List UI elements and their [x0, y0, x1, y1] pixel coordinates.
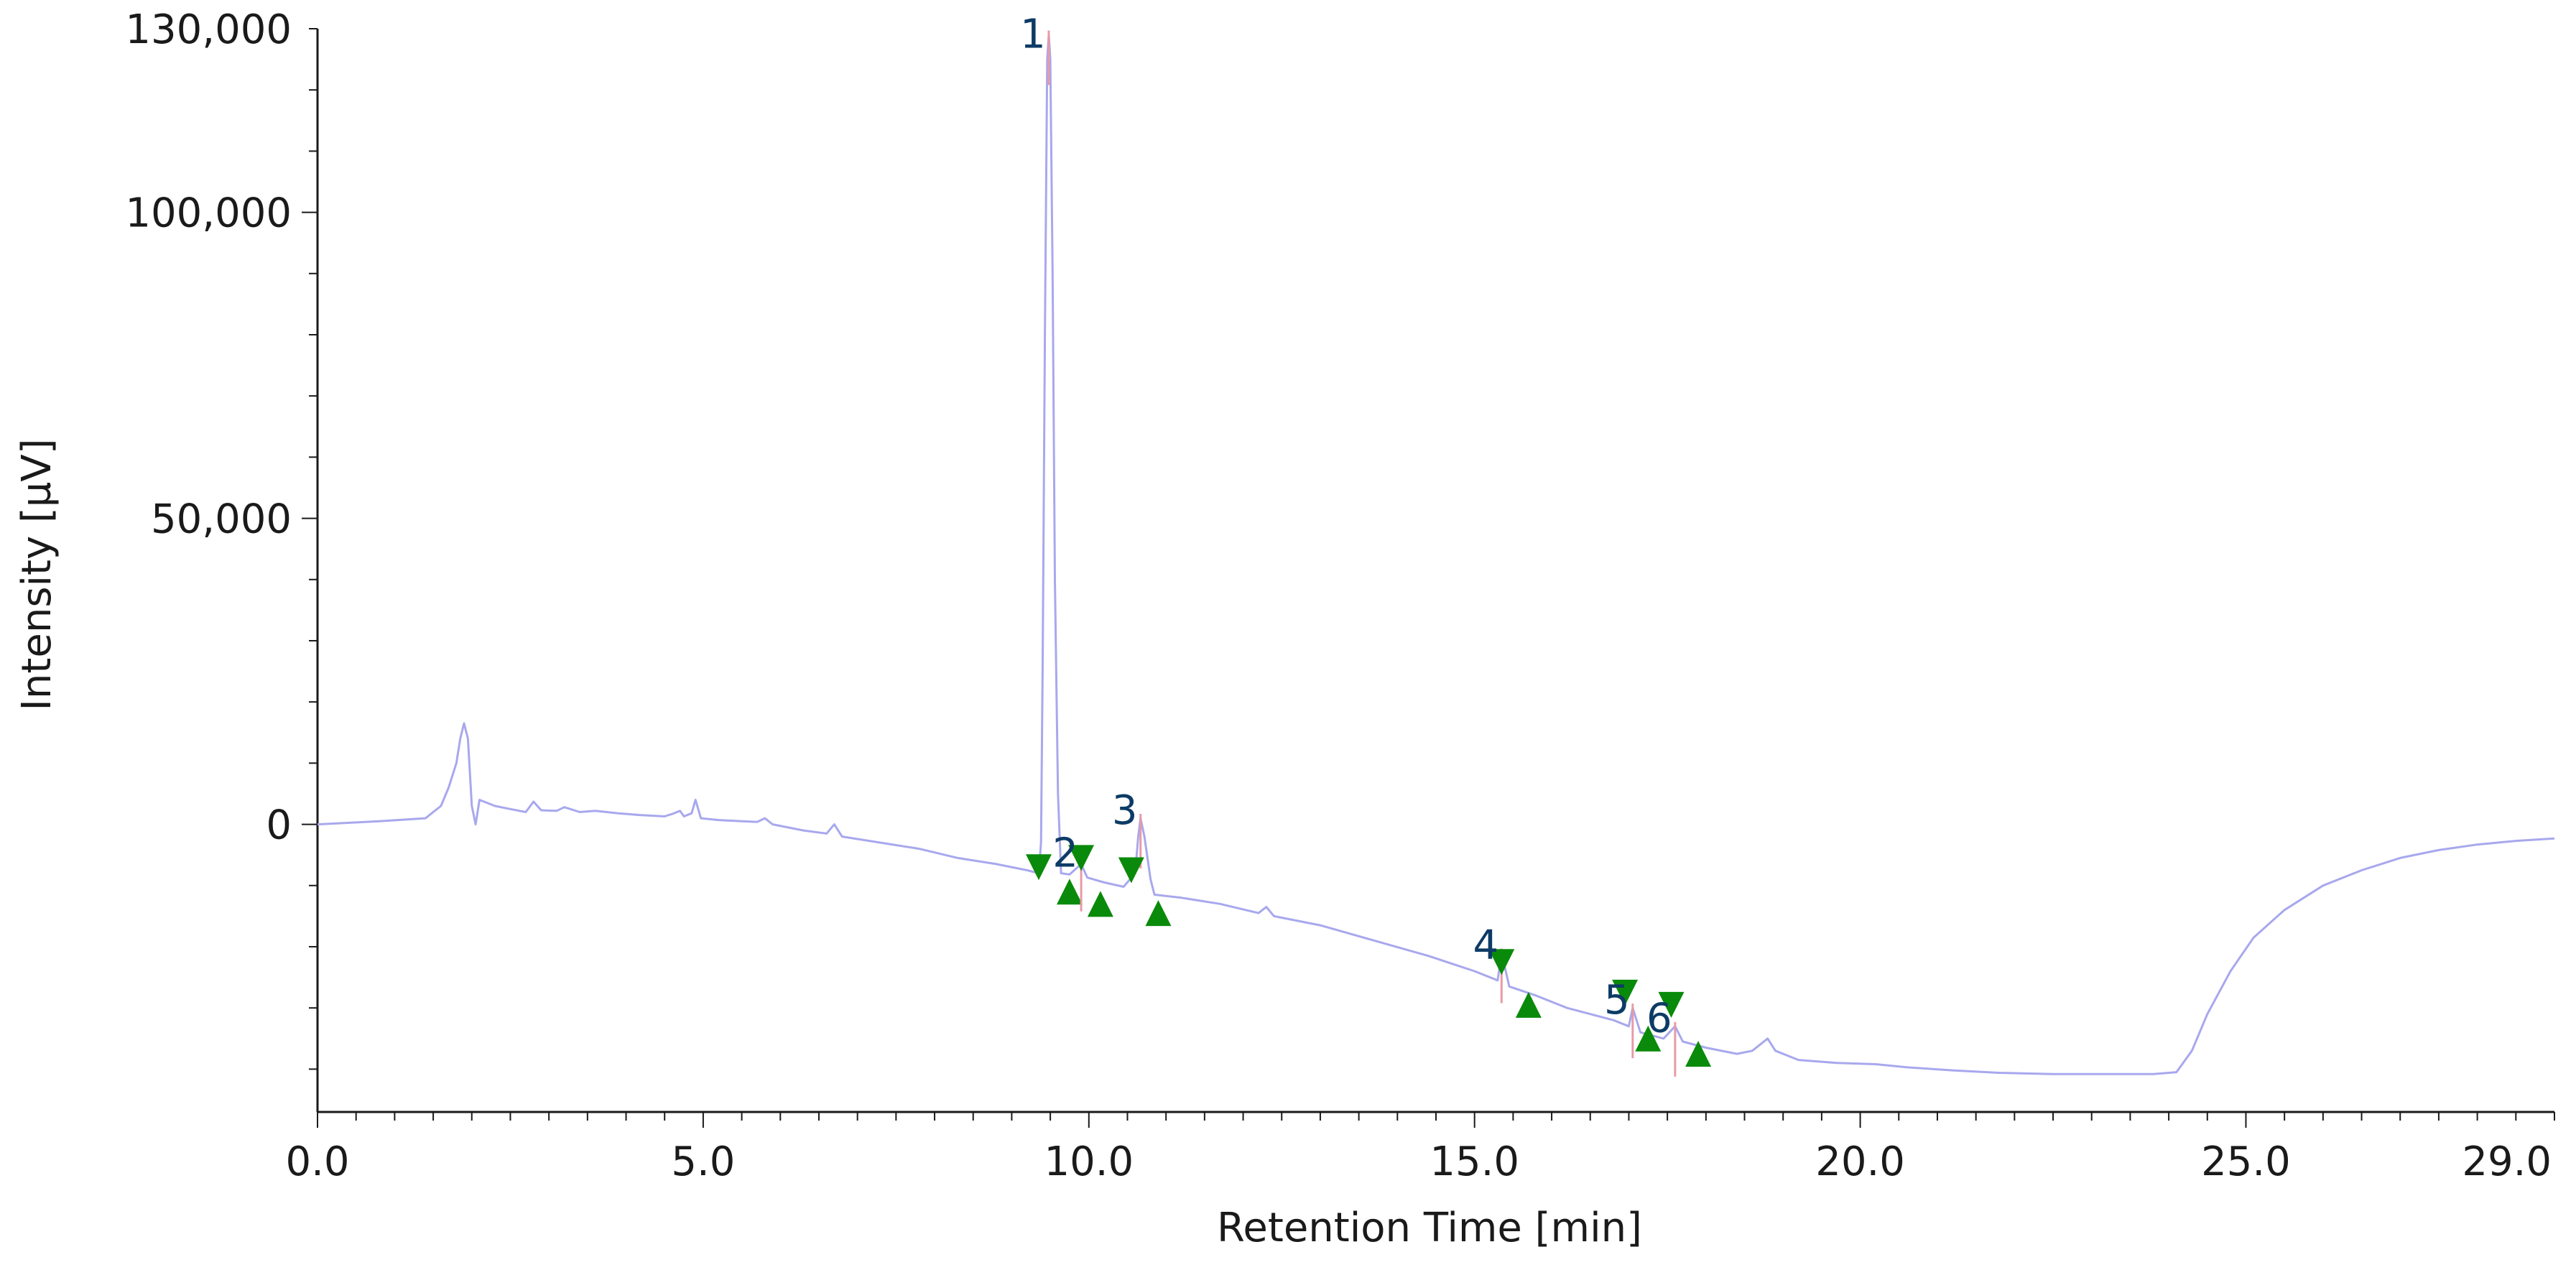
peak-start-marker	[1612, 979, 1639, 1006]
axes: 0.0 5.0 10.0 15.0 20.0 25.0 29.0 0 50,000 100,000…	[125, 6, 2555, 1185]
x-tick-label: 29.0	[2462, 1139, 2552, 1185]
x-tick-label: 10.0	[1044, 1139, 1134, 1185]
peak-end-marker	[1635, 1025, 1662, 1052]
x-tick-label: 25.0	[2201, 1139, 2291, 1185]
peak-layer: 1 23 4 5 6	[1020, 11, 1712, 1077]
x-tick-label: 5.0	[671, 1139, 735, 1185]
peak-end-marker	[1685, 1041, 1712, 1067]
y-tick-label: 130,000	[125, 6, 292, 53]
peak-label: 4	[1473, 922, 1498, 968]
peak-start-marker	[1658, 991, 1685, 1018]
peak-start-marker	[1025, 854, 1052, 881]
peak-start-marker	[1068, 845, 1095, 871]
x-tick-label: 15.0	[1430, 1139, 1519, 1185]
y-axis-title: Intensity [µV]	[14, 438, 60, 710]
chromatogram-trace	[317, 34, 2555, 1075]
peak-end-marker	[1087, 891, 1113, 917]
x-tick-label: 20.0	[1815, 1139, 1905, 1185]
trace-layer	[317, 34, 2555, 1075]
peak-label: 1	[1020, 11, 1046, 58]
peak-end-marker	[1056, 879, 1083, 905]
peak-label: 3	[1112, 787, 1138, 834]
peak-end-marker	[1145, 900, 1172, 927]
peak-label: 6	[1646, 996, 1672, 1042]
peak-start-marker	[1118, 857, 1144, 884]
peak-label: 5	[1604, 977, 1630, 1024]
x-axis-title: Retention Time [min]	[1217, 1205, 1642, 1251]
y-tick-label: 50,000	[151, 496, 292, 543]
y-tick-label: 100,000	[125, 190, 292, 237]
peak-label: 2	[1052, 830, 1078, 877]
x-tick-label: 0.0	[285, 1139, 349, 1185]
peak-end-marker	[1515, 991, 1542, 1018]
y-tick-label: 0	[266, 802, 292, 849]
peak-start-marker	[1488, 949, 1515, 975]
